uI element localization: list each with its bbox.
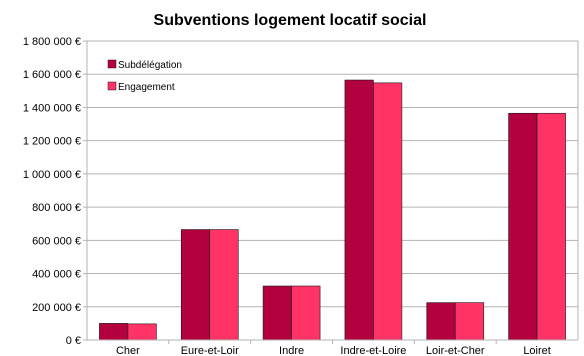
bar-engagement-1 (209, 229, 239, 341)
y-tick-label: 400 000 € (32, 269, 81, 281)
bar-engagement-4 (454, 302, 485, 341)
legend-swatch (107, 59, 117, 69)
legend: Subdélégation Engagement (107, 59, 182, 93)
legend-swatch (107, 81, 117, 91)
y-tick-label: 1 600 000 € (23, 69, 81, 81)
legend-label: Subdélégation (118, 60, 182, 71)
x-category-label: Cher (116, 345, 140, 356)
y-tick-label: 200 000 € (32, 302, 81, 314)
chart-title: Subventions logement locatif social (154, 12, 427, 29)
y-tick-label: 1 800 000 € (23, 36, 81, 48)
bar-engagement-2 (291, 285, 321, 341)
y-tick-label: 800 000 € (32, 202, 81, 214)
x-category-label: Indre (279, 345, 304, 356)
bar-subdelegation-4 (426, 302, 456, 341)
y-tick-label: 600 000 € (32, 235, 81, 247)
x-category-label: Eure-et-Loir (181, 345, 239, 356)
bar-engagement-0 (127, 323, 157, 341)
bar-subdelegation-2 (262, 285, 292, 341)
bar-engagement-5 (536, 112, 566, 341)
legend-label: Engagement (118, 82, 175, 93)
x-category-label: Loir-et-Cher (426, 345, 485, 356)
y-tick-label: 1 000 000 € (23, 169, 81, 181)
y-tick-label: 0 € (66, 335, 81, 347)
y-tick-label: 1 400 000 € (23, 102, 81, 114)
bar-subdelegation-5 (508, 112, 538, 341)
bar-engagement-3 (373, 82, 403, 341)
bar-subdelegation-1 (180, 229, 211, 341)
bar-subdelegation-3 (344, 79, 374, 341)
bar-subdelegation-0 (99, 323, 129, 341)
x-category-label: Indre-et-Loire (340, 345, 406, 356)
x-category-label: Loiret (523, 345, 551, 356)
y-tick-label: 1 200 000 € (23, 136, 81, 148)
